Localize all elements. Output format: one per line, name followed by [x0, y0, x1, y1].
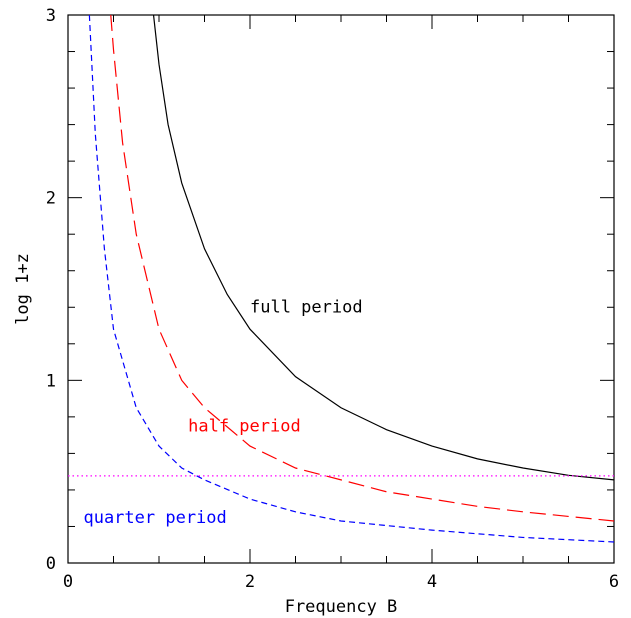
ticks: 0 2 4 6 0 1 2 3: [46, 6, 619, 592]
series-line-full-period: [152, 14, 615, 481]
annotation-half-period: half period: [188, 416, 301, 436]
y-axis-label: log 1+z: [13, 253, 33, 325]
x-tick-label: 0: [63, 572, 73, 592]
y-tick-label: 3: [46, 6, 56, 26]
series-line-quarter-period: [88, 14, 615, 543]
x-tick-label: 6: [609, 572, 619, 592]
labels: full period half period quarter period: [83, 298, 362, 528]
y-tick-label: 2: [46, 189, 56, 209]
series-layer: [68, 14, 615, 543]
x-tick-label: 4: [427, 572, 437, 592]
x-tick-label: 2: [245, 572, 255, 592]
x-axis-label: Frequency B: [285, 597, 398, 617]
annotation-full-period: full period: [250, 298, 363, 318]
series-line-half-period: [110, 14, 615, 522]
y-tick-label: 0: [46, 554, 56, 574]
y-tick-label: 1: [46, 371, 56, 391]
annotation-quarter-period: quarter period: [83, 508, 226, 528]
